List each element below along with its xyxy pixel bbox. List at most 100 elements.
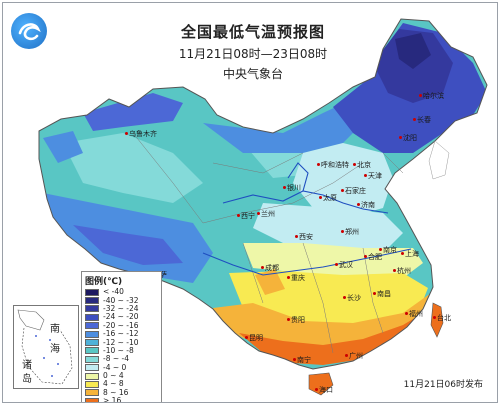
legend-item: 4 ~ 8 bbox=[85, 380, 159, 388]
city-dot bbox=[401, 252, 404, 255]
city-label: 南京 bbox=[383, 246, 397, 254]
city-dot bbox=[433, 316, 436, 319]
inset-map bbox=[17, 309, 73, 385]
city-label: 太原 bbox=[323, 194, 337, 202]
city-label: 呼和浩特 bbox=[321, 161, 349, 169]
city-dot bbox=[293, 358, 296, 361]
legend-swatch bbox=[85, 372, 99, 380]
city-dot bbox=[393, 269, 396, 272]
legend-label: -32 ~ -24 bbox=[103, 303, 139, 313]
city-dot bbox=[335, 263, 338, 266]
inset-label: 南 bbox=[50, 324, 60, 335]
city-dot bbox=[287, 318, 290, 321]
city-label: 长春 bbox=[417, 116, 431, 124]
city-label: 南宁 bbox=[297, 356, 311, 364]
legend-item: -10 ~ -8 bbox=[85, 345, 159, 355]
legend-item: -32 ~ -24 bbox=[85, 303, 159, 313]
city-dot bbox=[364, 255, 367, 258]
legend-swatch bbox=[85, 339, 99, 347]
city-dot bbox=[283, 186, 286, 189]
inset-label: 诸 bbox=[22, 360, 32, 371]
city-label: 贵阳 bbox=[291, 316, 305, 324]
city-label: 哈尔滨 bbox=[423, 92, 444, 100]
issue-note: 11月21日06时发布 bbox=[403, 380, 483, 390]
legend-item: -12 ~ -10 bbox=[85, 338, 159, 347]
city-dot bbox=[245, 336, 248, 339]
map-title: 全国最低气温预报图 bbox=[180, 23, 325, 41]
city-label: 兰州 bbox=[261, 210, 275, 218]
south-china-sea-inset: 南 海 诸 岛 bbox=[13, 305, 79, 389]
city-label: 杭州 bbox=[397, 267, 411, 275]
city-dot bbox=[353, 163, 356, 166]
city-label: 银川 bbox=[287, 184, 301, 192]
city-dot bbox=[341, 189, 344, 192]
temperature-map bbox=[3, 3, 497, 402]
temperature-legend: 图例(℃) < -40 -40 ~ -32 -32 ~ -24 -24 ~ -20 -2… bbox=[81, 271, 162, 403]
city-dot bbox=[413, 118, 416, 121]
city-label: 长沙 bbox=[347, 294, 361, 302]
city-label: 石家庄 bbox=[345, 187, 366, 195]
legend-item: -4 ~ 0 bbox=[85, 362, 159, 372]
legend-label: -20 ~ -16 bbox=[103, 320, 139, 330]
legend-label: 0 ~ 4 bbox=[103, 371, 124, 381]
legend-swatch bbox=[85, 397, 99, 402]
legend-label: 8 ~ 16 bbox=[103, 387, 129, 397]
city-dot bbox=[343, 296, 346, 299]
city-label: 广州 bbox=[349, 352, 363, 360]
legend-swatch bbox=[85, 347, 99, 355]
city-label: 武汉 bbox=[339, 261, 353, 269]
inset-label: 岛 bbox=[22, 374, 32, 385]
legend-label: -24 ~ -20 bbox=[103, 312, 139, 322]
legend-swatch bbox=[85, 305, 99, 313]
city-dot bbox=[287, 276, 290, 279]
city-dot bbox=[419, 94, 422, 97]
city-label: 西宁 bbox=[241, 212, 255, 220]
legend-item: -24 ~ -20 bbox=[85, 313, 159, 321]
legend-item: -40 ~ -32 bbox=[85, 295, 159, 305]
legend-label: -4 ~ 0 bbox=[103, 362, 127, 372]
city-dot bbox=[295, 235, 298, 238]
legend-swatch bbox=[85, 389, 99, 397]
city-label: 上海 bbox=[405, 250, 419, 258]
city-label: 天津 bbox=[368, 172, 382, 180]
city-dot bbox=[315, 388, 318, 391]
city-dot bbox=[125, 132, 128, 135]
legend-label: 4 ~ 8 bbox=[103, 379, 124, 389]
city-label: 合肥 bbox=[368, 253, 382, 261]
legend-item: < -40 bbox=[85, 288, 159, 296]
legend-label: > 16 bbox=[103, 396, 122, 403]
city-label: 海口 bbox=[319, 386, 333, 394]
legend-item: 8 ~ 16 bbox=[85, 387, 159, 397]
city-label: 西安 bbox=[299, 233, 313, 241]
legend-swatch bbox=[85, 297, 99, 305]
city-dot bbox=[357, 203, 360, 206]
city-dot bbox=[373, 292, 376, 295]
legend-label: -40 ~ -32 bbox=[103, 295, 139, 305]
legend-swatch bbox=[85, 288, 99, 296]
legend-item: > 16 bbox=[85, 396, 159, 403]
legend-item: 0 ~ 4 bbox=[85, 372, 159, 380]
city-label: 成都 bbox=[265, 264, 279, 272]
city-dot bbox=[261, 266, 264, 269]
city-dot bbox=[317, 163, 320, 166]
city-label: 台北 bbox=[437, 314, 451, 322]
city-dot bbox=[345, 354, 348, 357]
city-label: 沈阳 bbox=[403, 134, 417, 142]
city-label: 福州 bbox=[409, 310, 423, 318]
legend-swatch bbox=[85, 355, 99, 363]
legend-swatch bbox=[85, 313, 99, 321]
inset-label: 海 bbox=[50, 344, 60, 355]
legend-swatch bbox=[85, 380, 99, 388]
city-dot bbox=[364, 174, 367, 177]
city-label: 南昌 bbox=[377, 290, 391, 298]
city-label: 济南 bbox=[361, 201, 375, 209]
city-dot bbox=[399, 136, 402, 139]
issuing-agency: 中央气象台 bbox=[222, 67, 283, 81]
legend-item: -16 ~ -12 bbox=[85, 330, 159, 338]
legend-label: -10 ~ -8 bbox=[103, 345, 134, 355]
legend-swatch bbox=[85, 330, 99, 338]
city-label: 北京 bbox=[357, 161, 371, 169]
city-label: 乌鲁木齐 bbox=[129, 130, 157, 138]
legend-title: 图例(℃) bbox=[85, 277, 123, 287]
